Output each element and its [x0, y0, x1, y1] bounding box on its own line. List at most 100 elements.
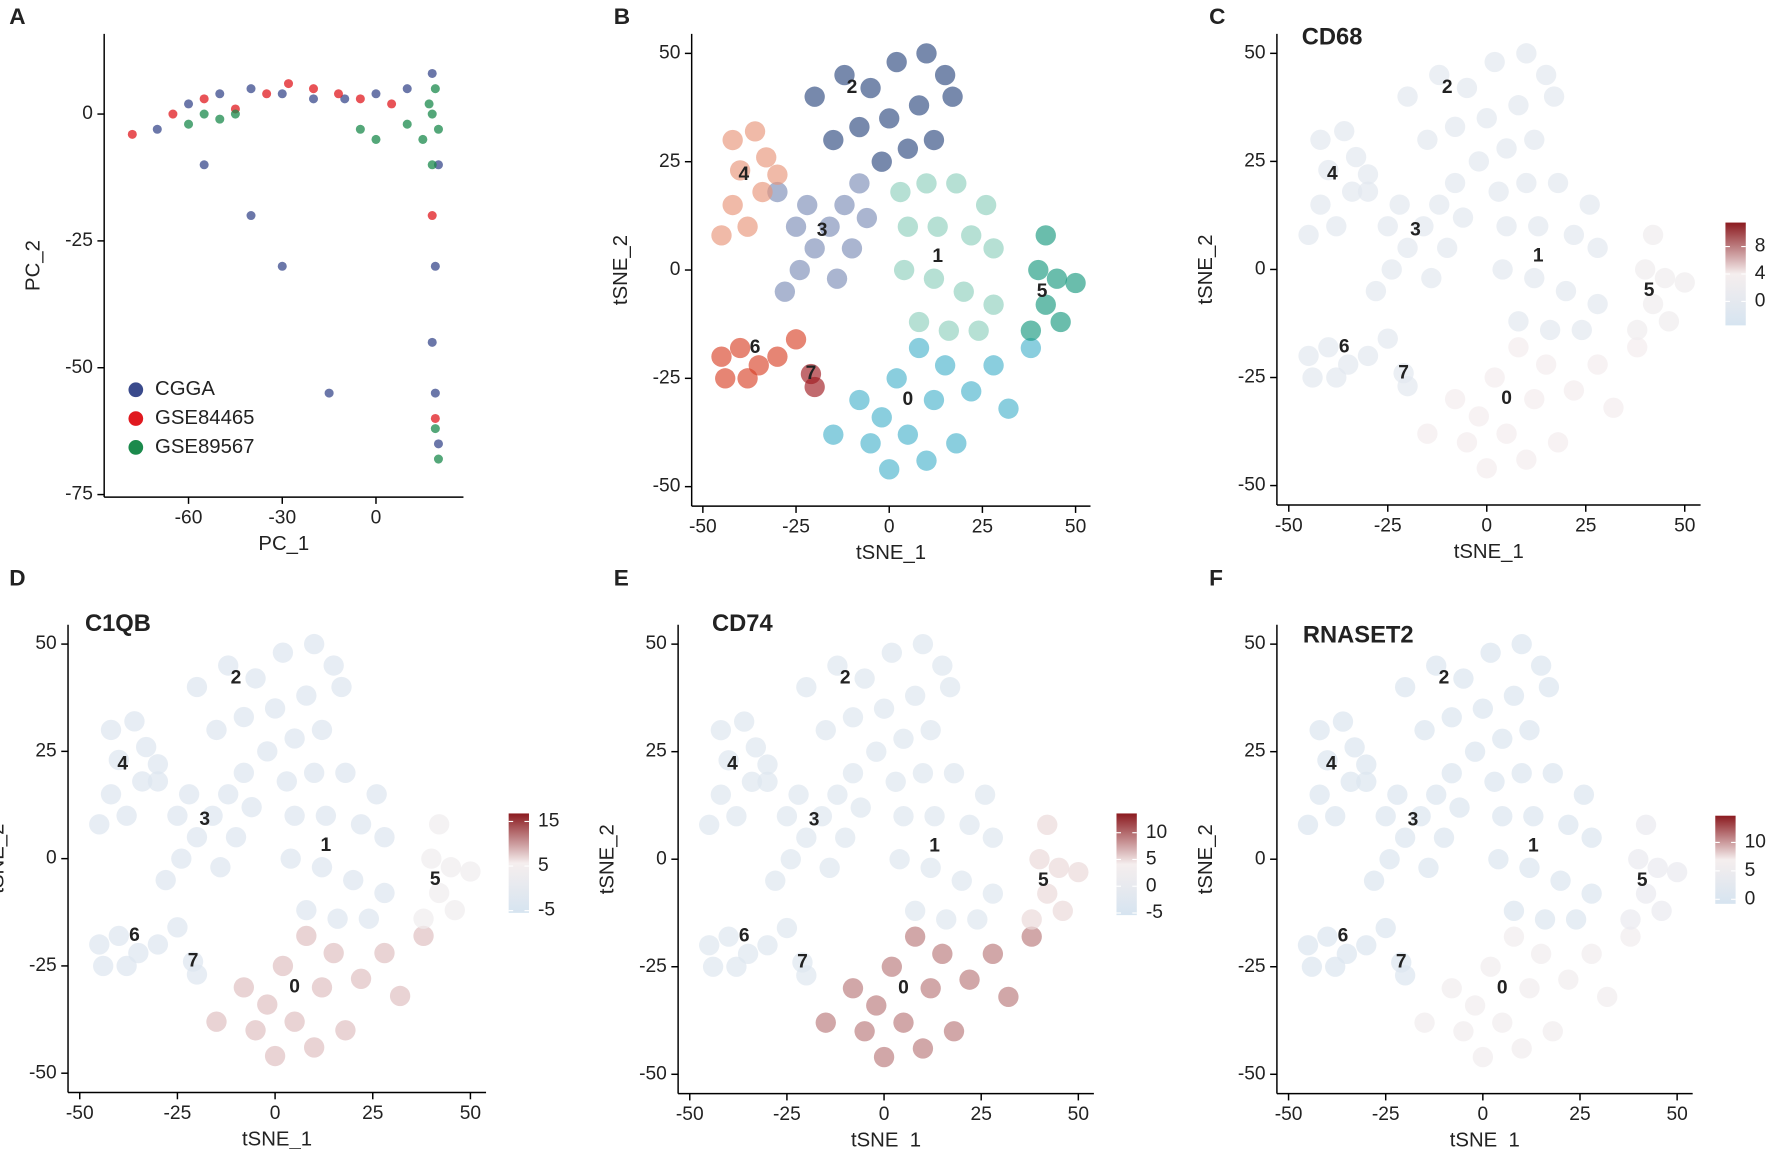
point [311, 719, 333, 741]
point [1635, 883, 1657, 904]
point [1394, 827, 1416, 848]
point [1565, 909, 1587, 930]
point [355, 124, 365, 134]
panel-label: F [1209, 566, 1223, 591]
point [1433, 827, 1455, 848]
colorbar [1715, 815, 1736, 904]
cluster-label: 2 [847, 77, 858, 98]
point [737, 943, 759, 965]
point [757, 754, 778, 775]
point [946, 173, 967, 194]
cluster-label: 2 [840, 668, 851, 689]
point [785, 329, 807, 350]
point [1387, 784, 1408, 805]
point [202, 805, 223, 826]
point [315, 805, 337, 826]
point [233, 762, 255, 783]
point [1020, 320, 1042, 341]
y-axis-label: tSNE_2 [610, 235, 632, 305]
point [1453, 668, 1474, 689]
point [767, 346, 788, 367]
point [387, 99, 397, 109]
point [323, 942, 344, 964]
point [427, 109, 437, 119]
point [1480, 642, 1501, 663]
point [430, 84, 440, 94]
point [1048, 857, 1070, 878]
cluster-label: 7 [1396, 952, 1407, 973]
gene-title: CD68 [1302, 25, 1363, 51]
y-tick-label: -25 [639, 956, 667, 977]
point [711, 346, 732, 367]
point [167, 805, 188, 826]
point [1336, 943, 1358, 965]
point [927, 216, 948, 237]
point [765, 870, 786, 891]
point [982, 943, 1004, 965]
point [1563, 224, 1585, 246]
cluster-label: 6 [129, 925, 140, 946]
point [1326, 216, 1347, 237]
point [722, 129, 743, 151]
point [916, 450, 937, 471]
point [206, 719, 227, 741]
colorbar-label: 5 [1146, 849, 1157, 870]
x-tick-label: -50 [66, 1103, 94, 1124]
y-tick-label: 25 [659, 151, 680, 172]
point [233, 977, 255, 998]
point [210, 857, 231, 878]
point [953, 281, 974, 302]
point [968, 320, 989, 341]
point [1555, 280, 1577, 302]
y-tick-label: -50 [639, 1063, 667, 1084]
point [1516, 43, 1537, 64]
point [1511, 763, 1532, 784]
point [127, 129, 137, 139]
point [912, 763, 934, 784]
legend-label: GSE89567 [155, 436, 254, 458]
point [718, 750, 739, 771]
point [1449, 797, 1470, 818]
colorbar [508, 813, 529, 913]
point [939, 676, 961, 698]
x-tick-label: -60 [175, 508, 203, 529]
point [277, 89, 287, 99]
y-tick-label: -25 [653, 367, 681, 388]
point [916, 43, 937, 64]
x-tick-label: -25 [782, 517, 810, 538]
point [776, 806, 798, 827]
cluster-label: 0 [903, 389, 914, 410]
point [296, 925, 317, 947]
point [744, 121, 766, 142]
y-tick-label: 25 [35, 740, 56, 761]
point [1456, 77, 1478, 99]
point [100, 719, 122, 741]
point [108, 749, 129, 771]
x-axis-label: tSNE_1 [1450, 1129, 1520, 1149]
point [303, 762, 325, 783]
point [710, 719, 732, 741]
point [873, 1046, 895, 1068]
point [737, 216, 758, 237]
point [335, 1020, 356, 1041]
point [1310, 194, 1331, 215]
point [756, 147, 777, 168]
point [167, 917, 188, 938]
panel-label: B [614, 4, 630, 29]
y-tick-label: 0 [670, 259, 681, 280]
point [245, 1020, 266, 1041]
colorbar [1116, 813, 1137, 916]
cluster-label: 3 [1410, 220, 1421, 241]
point [1647, 857, 1668, 878]
point [1550, 870, 1571, 891]
point [1492, 728, 1513, 749]
point [834, 64, 855, 86]
point [245, 668, 266, 689]
point [1326, 367, 1347, 388]
point [233, 706, 255, 728]
point [296, 685, 317, 706]
point [1524, 129, 1545, 150]
point [421, 848, 442, 869]
point [856, 207, 878, 229]
point [737, 368, 758, 389]
